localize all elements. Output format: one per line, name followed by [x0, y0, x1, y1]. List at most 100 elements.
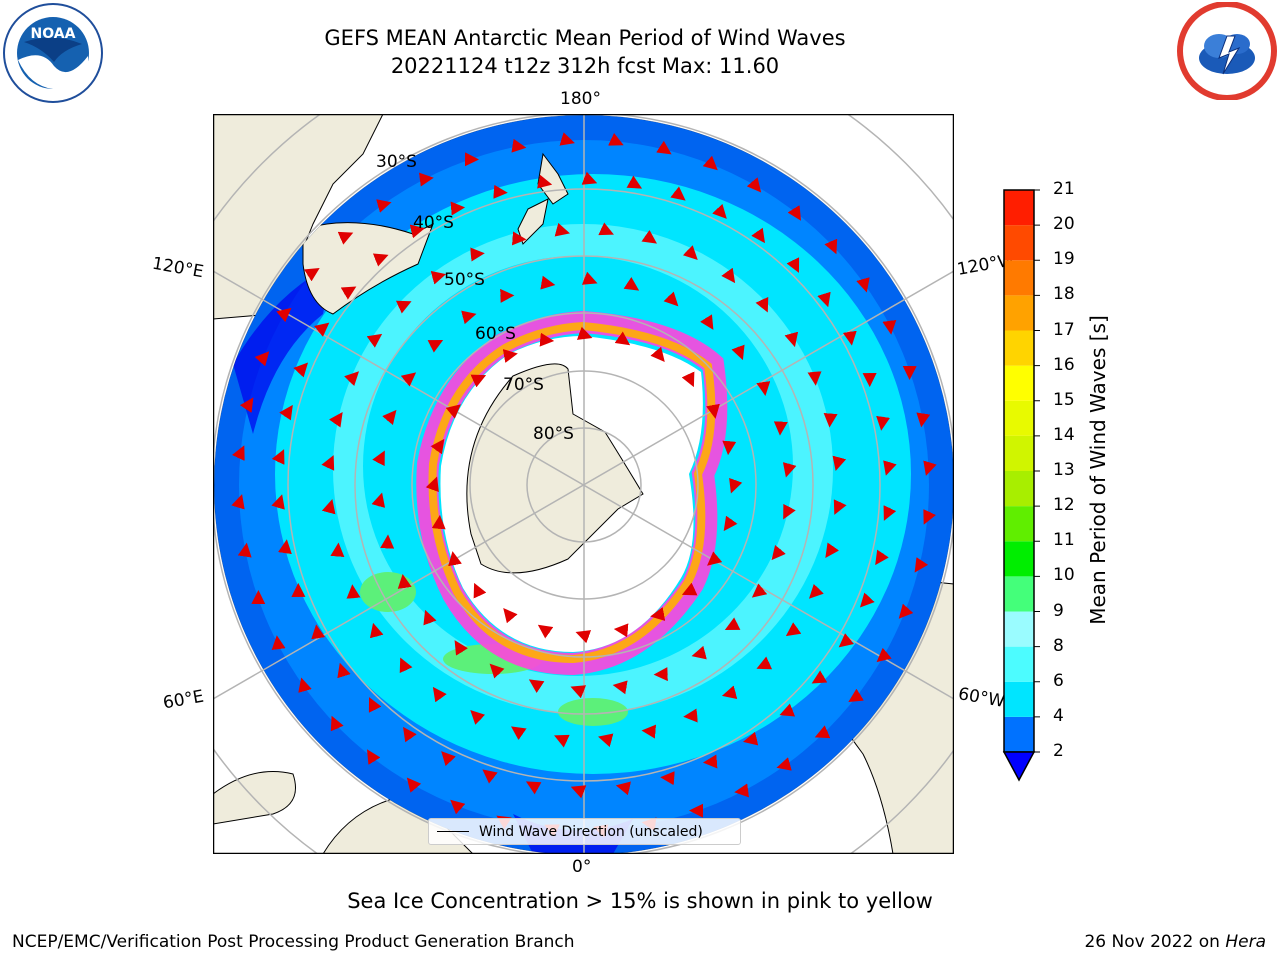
wind-wave-arrow — [330, 715, 344, 732]
wind-wave-arrow — [454, 640, 468, 656]
wind-wave-arrow — [838, 633, 854, 648]
wind-wave-arrow — [470, 247, 485, 262]
wind-wave-arrow — [372, 253, 389, 267]
wind-wave-arrow — [786, 257, 800, 273]
colorbar-extend-triangle — [1002, 751, 1036, 782]
svg-text:NOAA: NOAA — [31, 26, 76, 42]
wind-wave-arrow — [470, 374, 487, 388]
wind-wave-arrow — [427, 339, 444, 353]
colorbar-tick-label: 4 — [1053, 705, 1064, 726]
wind-wave-arrow — [380, 534, 395, 549]
wind-wave-arrow — [787, 205, 802, 221]
wind-wave-arrow — [883, 505, 897, 521]
colorbar-cell — [1004, 365, 1034, 401]
wind-wave-arrow — [623, 277, 640, 291]
wind-wave-arrow — [337, 231, 354, 245]
wind-wave-arrow — [371, 492, 386, 508]
wind-wave-arrow — [598, 222, 614, 236]
wind-wave-arrow — [660, 771, 675, 786]
colorbar-cell — [1004, 435, 1034, 471]
wind-wave-arrow — [346, 584, 361, 599]
wind-wave-arrow — [721, 267, 736, 284]
wind-wave-arrow — [503, 608, 518, 624]
colorbar-cell — [1004, 541, 1034, 577]
lat-label-70s: 70°S — [503, 375, 544, 395]
caption: Sea Ice Concentration > 15% is shown in … — [347, 889, 933, 913]
colorbar-cell — [1004, 471, 1034, 507]
lat-label-80s: 80°S — [533, 424, 574, 444]
wind-wave-arrow — [807, 371, 822, 386]
lon-label-bottom: 0° — [572, 857, 592, 877]
wind-wave-arrow — [614, 331, 631, 346]
wind-wave-arrow — [641, 724, 657, 739]
wind-wave-arrow — [423, 609, 437, 626]
wind-wave-arrow — [539, 332, 555, 347]
wind-wave-arrow — [581, 271, 598, 285]
colorbar-cell — [1004, 190, 1034, 226]
wind-wave-arrow — [330, 542, 345, 558]
wind-wave-arrow — [771, 544, 786, 561]
wind-wave-arrow — [450, 799, 466, 815]
wind-wave-arrow — [575, 630, 592, 644]
colorbar-cell — [1004, 681, 1034, 717]
wind-wave-arrow — [756, 381, 771, 396]
wind-wave-arrow — [848, 688, 864, 703]
wind-wave-arrow — [755, 296, 769, 313]
wind-wave-arrow — [856, 277, 870, 293]
wind-wave-arrow — [328, 412, 343, 428]
wind-wave-arrow — [682, 245, 698, 261]
wind-wave-arrow — [239, 397, 254, 413]
wind-wave-arrow — [372, 450, 385, 467]
wind-wave-arrow — [876, 415, 891, 431]
wind-wave-arrow — [537, 174, 553, 189]
wind-wave-arrow — [237, 542, 252, 558]
wind-wave-arrow — [540, 275, 556, 290]
wind-wave-arrow — [824, 238, 838, 255]
wind-wave-arrow — [576, 326, 593, 340]
wind-wave-arrow — [825, 542, 840, 558]
colorbar-cell — [1004, 611, 1034, 647]
wind-wave-arrow — [441, 751, 456, 767]
wind-wave-arrow — [298, 677, 312, 693]
lat-label-50s: 50°S — [444, 270, 485, 290]
wind-wave-arrow — [882, 319, 897, 335]
wind-wave-arrow — [554, 734, 570, 748]
wind-wave-arrow — [450, 201, 466, 216]
wind-wave-arrow — [276, 307, 292, 323]
wind-wave-arrow — [293, 362, 309, 378]
wind-wave-arrow — [570, 785, 587, 799]
wind-wave-arrow — [613, 623, 629, 638]
wind-wave-arrow — [706, 403, 720, 419]
colorbar-label: Mean Period of Wind Waves [s] — [1086, 315, 1110, 625]
wind-wave-arrow — [376, 199, 392, 213]
colorbar-tick-label: 12 — [1053, 495, 1075, 516]
colorbar-tick-label: 20 — [1053, 214, 1075, 235]
wind-wave-arrow — [430, 438, 445, 455]
wind-wave-arrow — [397, 574, 412, 589]
wind-wave-arrow — [473, 582, 487, 599]
wind-wave-arrow — [724, 617, 741, 631]
wind-wave-arrow — [746, 177, 762, 193]
wind-wave-arrow — [409, 224, 425, 239]
wind-wave-arrow — [683, 708, 698, 723]
colorbar-tick-label: 14 — [1053, 424, 1075, 445]
wind-wave-arrow — [430, 270, 447, 285]
wind-wave-arrow — [340, 286, 357, 300]
wind-wave-arrow — [418, 172, 434, 187]
wind-wave-arrow — [304, 267, 320, 282]
colorbar-tick-label: 21 — [1053, 179, 1075, 199]
lon-label-left-lower: 60°E — [161, 686, 206, 714]
wind-wave-arrow — [321, 455, 335, 471]
wind-wave-arrow — [231, 494, 245, 510]
wind-wave-arrow — [721, 685, 738, 700]
colorbar-tick-label: 13 — [1053, 460, 1075, 480]
legend-label: Wind Wave Direction (unscaled) — [479, 823, 703, 840]
wind-wave-arrow — [691, 645, 707, 660]
wind-wave-arrow — [785, 622, 802, 637]
colorbar-tick-label: 15 — [1053, 389, 1075, 410]
wind-wave-arrow — [707, 551, 723, 566]
chart-subtitle: 20221124 t12z 312h fcst Max: 11.60 — [390, 54, 780, 78]
wind-wave-arrow — [751, 583, 768, 598]
wind-wave-arrow — [811, 670, 828, 684]
wind-wave-arrow — [702, 754, 718, 769]
